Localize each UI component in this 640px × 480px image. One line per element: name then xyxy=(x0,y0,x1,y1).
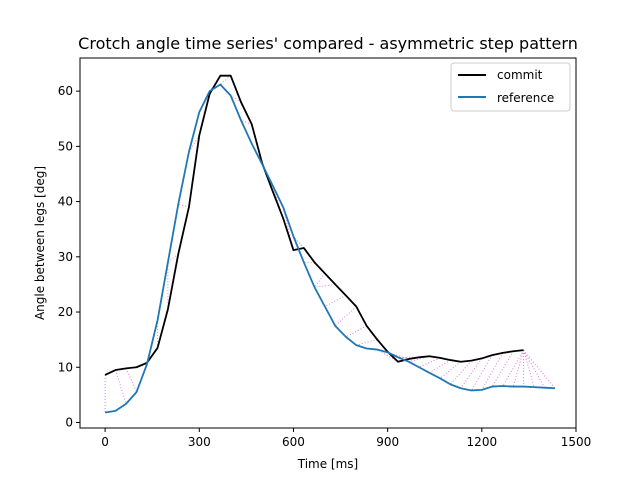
x-tick-label: 1200 xyxy=(467,435,498,449)
y-tick-label: 30 xyxy=(58,250,73,264)
y-tick-label: 20 xyxy=(58,305,73,319)
y-axis-label: Angle between legs [deg] xyxy=(33,166,47,320)
legend-reference-label: reference xyxy=(497,91,554,105)
alignment-line xyxy=(491,350,514,387)
x-tick-label: 300 xyxy=(188,435,211,449)
alignment-line xyxy=(324,295,347,307)
alignment-line xyxy=(502,349,525,387)
chart-title: Crotch angle time series' compared - asy… xyxy=(78,34,578,53)
alignment-line xyxy=(512,349,525,387)
alignment-line xyxy=(377,349,399,363)
series-lines xyxy=(104,74,556,414)
x-axis-label: Time [ms] xyxy=(297,457,359,471)
alignment-line xyxy=(523,349,546,388)
y-tick-label: 60 xyxy=(58,84,73,98)
alignment-line xyxy=(418,357,441,368)
alignment-line xyxy=(481,352,504,391)
alignment-line xyxy=(314,283,336,288)
alignment-line xyxy=(345,325,367,338)
alignment-line xyxy=(523,349,556,389)
y-tick-label: 40 xyxy=(58,195,73,209)
x-tick-label: 0 xyxy=(101,435,109,449)
alignment-lines xyxy=(104,75,556,413)
x-tick-label: 1500 xyxy=(561,435,592,449)
x-tick-label: 900 xyxy=(376,435,399,449)
series-line-reference xyxy=(104,83,556,414)
alignment-line xyxy=(219,75,232,85)
alignment-line xyxy=(523,349,535,388)
alignment-line xyxy=(450,360,472,385)
alignment-line xyxy=(125,368,137,393)
alignment-line xyxy=(230,95,242,103)
legend-commit-label: commit xyxy=(497,68,543,82)
alignment-line xyxy=(356,339,378,346)
alignment-line xyxy=(240,119,252,125)
y-tick-label: 10 xyxy=(58,360,73,374)
alignment-line xyxy=(334,306,357,327)
y-axis-ticks: 0 10 20 30 40 50 60 xyxy=(58,84,80,429)
alignment-line xyxy=(314,273,326,288)
alignment-line xyxy=(439,361,462,379)
y-tick-label: 0 xyxy=(65,415,73,429)
alignment-line xyxy=(167,253,179,263)
alignment-line xyxy=(178,203,190,208)
y-tick-label: 50 xyxy=(58,139,73,153)
x-tick-label: 600 xyxy=(282,435,305,449)
alignment-line xyxy=(188,135,200,153)
alignment-line xyxy=(471,354,493,391)
series-line-commit xyxy=(104,74,524,376)
alignment-line xyxy=(114,369,127,404)
alignment-line xyxy=(429,359,451,374)
x-axis-ticks: 0 300 600 900 1200 1500 xyxy=(101,428,591,449)
legend: commit reference xyxy=(450,62,571,112)
alignment-line xyxy=(198,93,211,113)
plot-area-frame xyxy=(79,57,577,429)
alignment-line xyxy=(460,358,483,389)
